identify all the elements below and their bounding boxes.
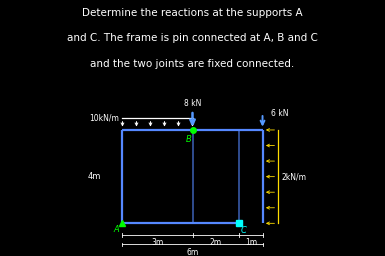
Text: 8 kN: 8 kN: [184, 100, 201, 109]
Text: 4m: 4m: [87, 172, 101, 181]
Text: 6m: 6m: [186, 248, 199, 256]
Text: 2m: 2m: [210, 239, 222, 248]
Text: Determine the reactions at the supports A: Determine the reactions at the supports …: [82, 8, 303, 18]
Text: 1m: 1m: [245, 239, 257, 248]
Text: and the two joints are fixed connected.: and the two joints are fixed connected.: [90, 59, 295, 69]
Text: 6 kN: 6 kN: [271, 109, 288, 118]
Text: B: B: [186, 135, 192, 144]
Text: 10kN/m: 10kN/m: [89, 114, 119, 123]
Text: 2kN/m: 2kN/m: [282, 172, 307, 181]
Text: 3m: 3m: [151, 239, 164, 248]
Text: C: C: [241, 226, 247, 235]
Text: and C. The frame is pin connected at A, B and C: and C. The frame is pin connected at A, …: [67, 33, 318, 43]
Text: A: A: [114, 225, 120, 234]
